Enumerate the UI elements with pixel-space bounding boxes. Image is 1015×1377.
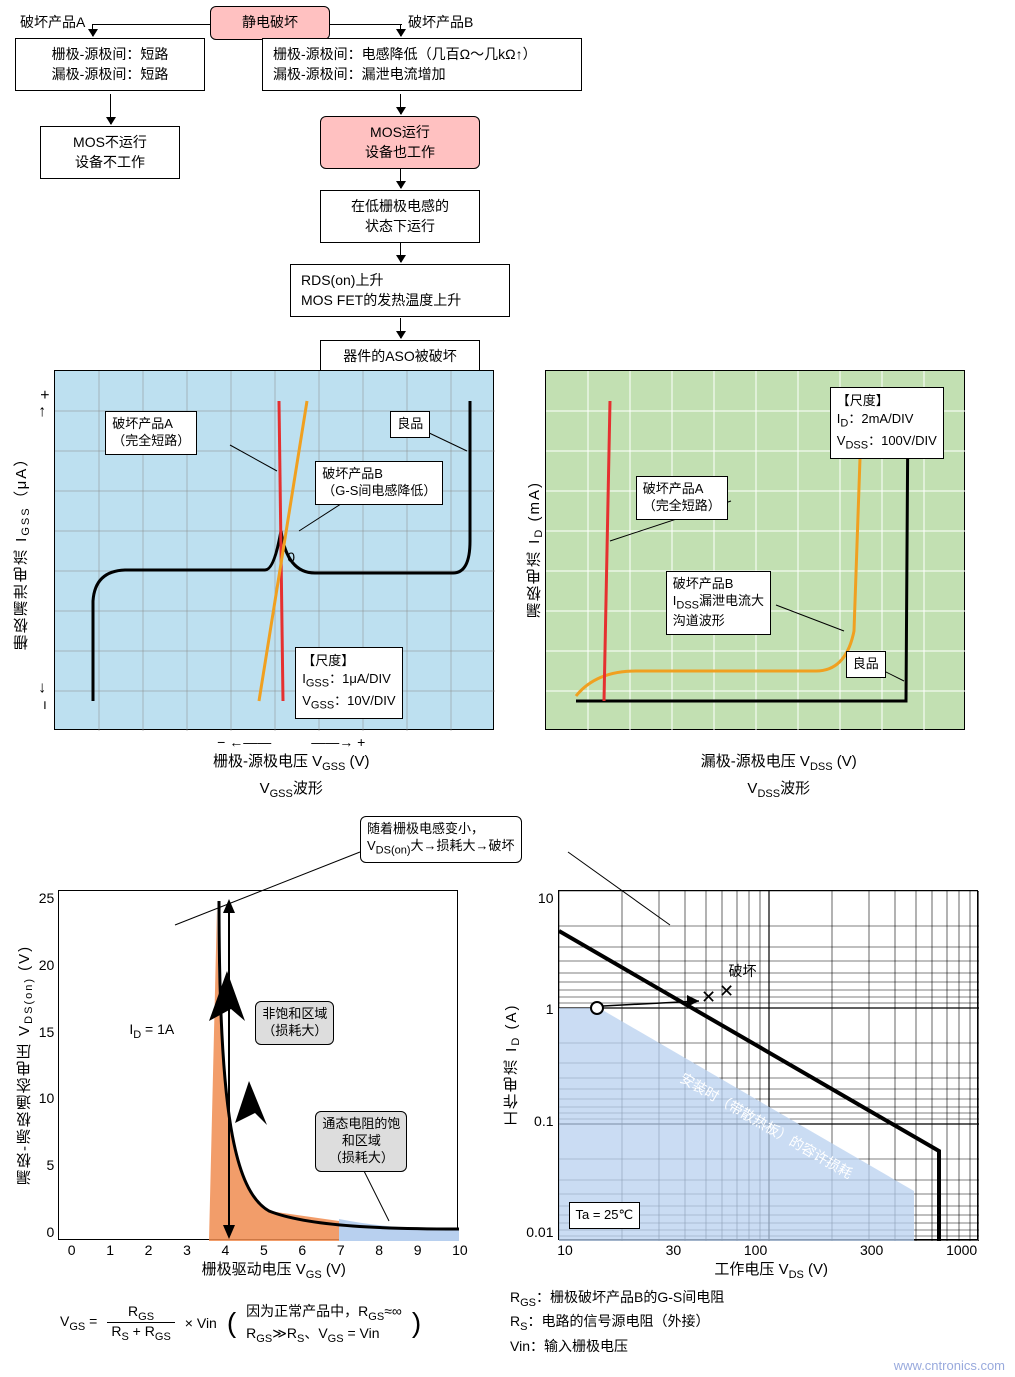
chartA-label-good: 良品 — [390, 411, 430, 438]
chartA-zero: 0 — [287, 549, 295, 565]
chartB-plot: 【尺度】 ID：2mA/DIV VDSS：100V/DIV 破坏产品A （完全短… — [545, 370, 965, 730]
chartD-ylabel: 工作电流 ID (A) — [501, 890, 522, 1240]
flow-b5: 器件的ASO被破坏 — [320, 340, 480, 374]
chartC-unsat-label: 非饱和区域 （损耗大） — [255, 1001, 334, 1045]
chartA-xlabel: 栅极-源极电压 VGSS (V) — [11, 750, 521, 773]
chartA-label-B: 破坏产品B （G-S间电感降低） — [315, 461, 443, 505]
flow-a2: MOS不运行 设备不工作 — [40, 126, 180, 179]
chartB-label-A: 破坏产品A （完全短路） — [636, 476, 728, 520]
flow-b1: 栅极-源极间：电感降低（几百Ω～几kΩ↑） 漏极-源极间：漏泄电流增加 — [262, 38, 582, 91]
chart-vdson-vgs: 漏极-源极通态电压 VDS(on) (V) 252015 1050 — [14, 890, 494, 1281]
chartC-plot: ID = 1A 非饱和区域 （损耗大） 通态电阻的饱 和区域 （损耗大） — [58, 890, 458, 1240]
chartD-ta: Ta = 25℃ — [569, 1202, 641, 1229]
chartD-plot: ✕ ✕ 安装时（带散热板）的容许损耗 破坏 Ta = 25℃ — [558, 890, 978, 1240]
watermark: www.cntronics.com — [894, 1358, 1005, 1373]
chartB-curve-B — [576, 401, 862, 696]
chartA-caption: VGSS波形 — [11, 773, 521, 800]
chartD-xlabel: 工作电压 VDS (V) — [501, 1258, 1001, 1281]
chartA-scale: 【尺度】 IGSS：1μA/DIV VGSS：10V/DIV — [295, 647, 402, 719]
chartC-ylabel: 漏极-源极通态电压 VDS(on) (V) — [14, 890, 35, 1240]
chartC-id-label: ID = 1A — [129, 1021, 174, 1041]
chartD-break-label: 破坏 — [729, 961, 757, 981]
chart-id-vds-soar: 工作电流 ID (A) 1010.10.01 — [501, 890, 1001, 1281]
svg-text:✕: ✕ — [719, 981, 734, 1001]
middle-charts: 栅极漏泄电流 IGSS（μA） + ← → − — [0, 370, 1015, 810]
prod-b-label: 破坏产品B — [408, 12, 473, 32]
chartB-xlabel: 漏极-源极电压 VDSS (V) — [524, 730, 1004, 773]
flow-a1: 栅极-源极间：短路 漏极-源极间：短路 — [15, 38, 205, 91]
chartB-label-B: 破坏产品B IDSS漏泄电流大 沟道波形 — [666, 571, 771, 635]
esd-flowchart: 静电破坏 破坏产品A 破坏产品B 栅极-源极间：短路 漏极-源极间：短路 MOS… — [0, 0, 1015, 370]
equation: VGS = RGS RS + RGS × Vin ( 因为正常产品中，RGS≈∞… — [0, 1281, 510, 1377]
chartB-caption: VDSS波形 — [524, 773, 1004, 800]
chart-igss-vgss: 栅极漏泄电流 IGSS（μA） + ← → − — [11, 370, 521, 800]
bottom-charts: 漏极-源极通态电压 VDS(on) (V) 252015 1050 — [0, 880, 1015, 1281]
chart-id-vdss: 漏极电流 ID (mA) — [524, 370, 1004, 800]
chartC-xlabel: 栅极驱动电压 VGS (V) — [14, 1258, 494, 1281]
chartB-ylabel: 漏极电流 ID (mA) — [524, 370, 545, 730]
flow-b2: MOS运行 设备也工作 — [320, 116, 480, 169]
flow-b3: 在低栅极电感的 状态下运行 — [320, 190, 480, 243]
chartB-scale: 【尺度】 ID：2mA/DIV VDSS：100V/DIV — [830, 387, 944, 459]
svg-text:✕: ✕ — [701, 987, 716, 1007]
chartC-sat-label: 通态电阻的饱 和区域 （损耗大） — [315, 1111, 407, 1172]
flow-b4: RDS(on)上升 MOS FET的发热温度上升 — [290, 264, 510, 317]
chartB-label-good: 良品 — [846, 651, 886, 678]
flow-root: 静电破坏 — [210, 6, 330, 40]
prod-a-label: 破坏产品A — [20, 12, 85, 32]
chartA-label-A: 破坏产品A （完全短路） — [105, 411, 197, 455]
definitions: RGS：栅极破坏产品B的G-S间电阻 RS：电路的信号源电阻（外接） Vin：输… — [510, 1281, 724, 1377]
chartA-ylabel: 栅极漏泄电流 IGSS（μA） — [11, 370, 32, 730]
chartB-curve-A — [604, 401, 610, 701]
chartC-curve — [219, 901, 459, 1229]
chartA-plot: 0 破坏产品A （完全短路） 破坏产品B （G-S间电感降低） 良品 【尺度】 … — [54, 370, 494, 730]
